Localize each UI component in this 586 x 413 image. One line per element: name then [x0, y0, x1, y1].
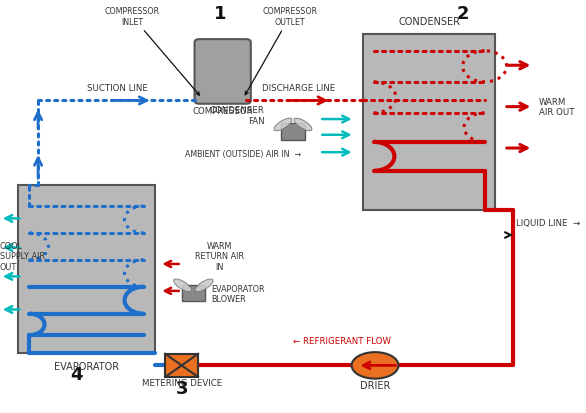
Ellipse shape — [173, 279, 192, 292]
Text: LIQUID LINE  →: LIQUID LINE → — [516, 218, 580, 227]
Text: 1: 1 — [213, 5, 226, 23]
Text: 3: 3 — [175, 379, 188, 397]
Text: COMPRESSOR
INLET: COMPRESSOR INLET — [104, 7, 199, 96]
Text: DISCHARGE LINE: DISCHARGE LINE — [263, 84, 335, 93]
Text: SUCTION LINE: SUCTION LINE — [87, 84, 148, 93]
Text: COOL
SUPPLY AIR
OUT: COOL SUPPLY AIR OUT — [0, 241, 45, 271]
Text: METERING DEVICE: METERING DEVICE — [142, 378, 222, 387]
Ellipse shape — [274, 119, 292, 131]
Text: WARM
AIR OUT: WARM AIR OUT — [539, 98, 575, 117]
FancyBboxPatch shape — [195, 40, 251, 104]
Bar — [182, 285, 205, 301]
Text: ← REFRIGERANT FLOW: ← REFRIGERANT FLOW — [293, 336, 391, 345]
Bar — [18, 186, 155, 353]
Text: CONDENSER: CONDENSER — [398, 17, 460, 27]
Bar — [281, 124, 305, 140]
Text: EVAPORATOR
BLOWER: EVAPORATOR BLOWER — [211, 285, 264, 304]
Text: COMPRESSOR: COMPRESSOR — [192, 107, 253, 116]
Ellipse shape — [294, 119, 312, 131]
Ellipse shape — [195, 279, 213, 292]
Text: WARM
RETURN AIR
IN: WARM RETURN AIR IN — [195, 241, 244, 271]
Text: 4: 4 — [70, 365, 83, 383]
Text: DRIER: DRIER — [360, 380, 390, 390]
Text: EVAPORATOR: EVAPORATOR — [54, 361, 119, 371]
Ellipse shape — [352, 352, 398, 379]
Text: CONDENSER
FAN: CONDENSER FAN — [210, 106, 265, 125]
Text: 2: 2 — [456, 5, 469, 23]
Bar — [363, 35, 495, 211]
Bar — [165, 354, 198, 377]
Text: AMBIENT (OUTSIDE) AIR IN  →: AMBIENT (OUTSIDE) AIR IN → — [185, 150, 301, 159]
Text: COMPRESSOR
OUTLET: COMPRESSOR OUTLET — [246, 7, 318, 95]
